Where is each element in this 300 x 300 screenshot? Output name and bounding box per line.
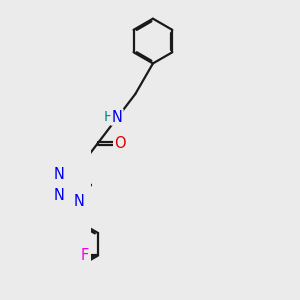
Text: F: F — [81, 248, 89, 263]
Text: N: N — [112, 110, 122, 124]
Text: O: O — [114, 136, 126, 151]
Text: N: N — [73, 194, 84, 209]
Text: N: N — [54, 188, 64, 203]
Text: H: H — [103, 110, 114, 124]
Text: N: N — [54, 167, 64, 182]
